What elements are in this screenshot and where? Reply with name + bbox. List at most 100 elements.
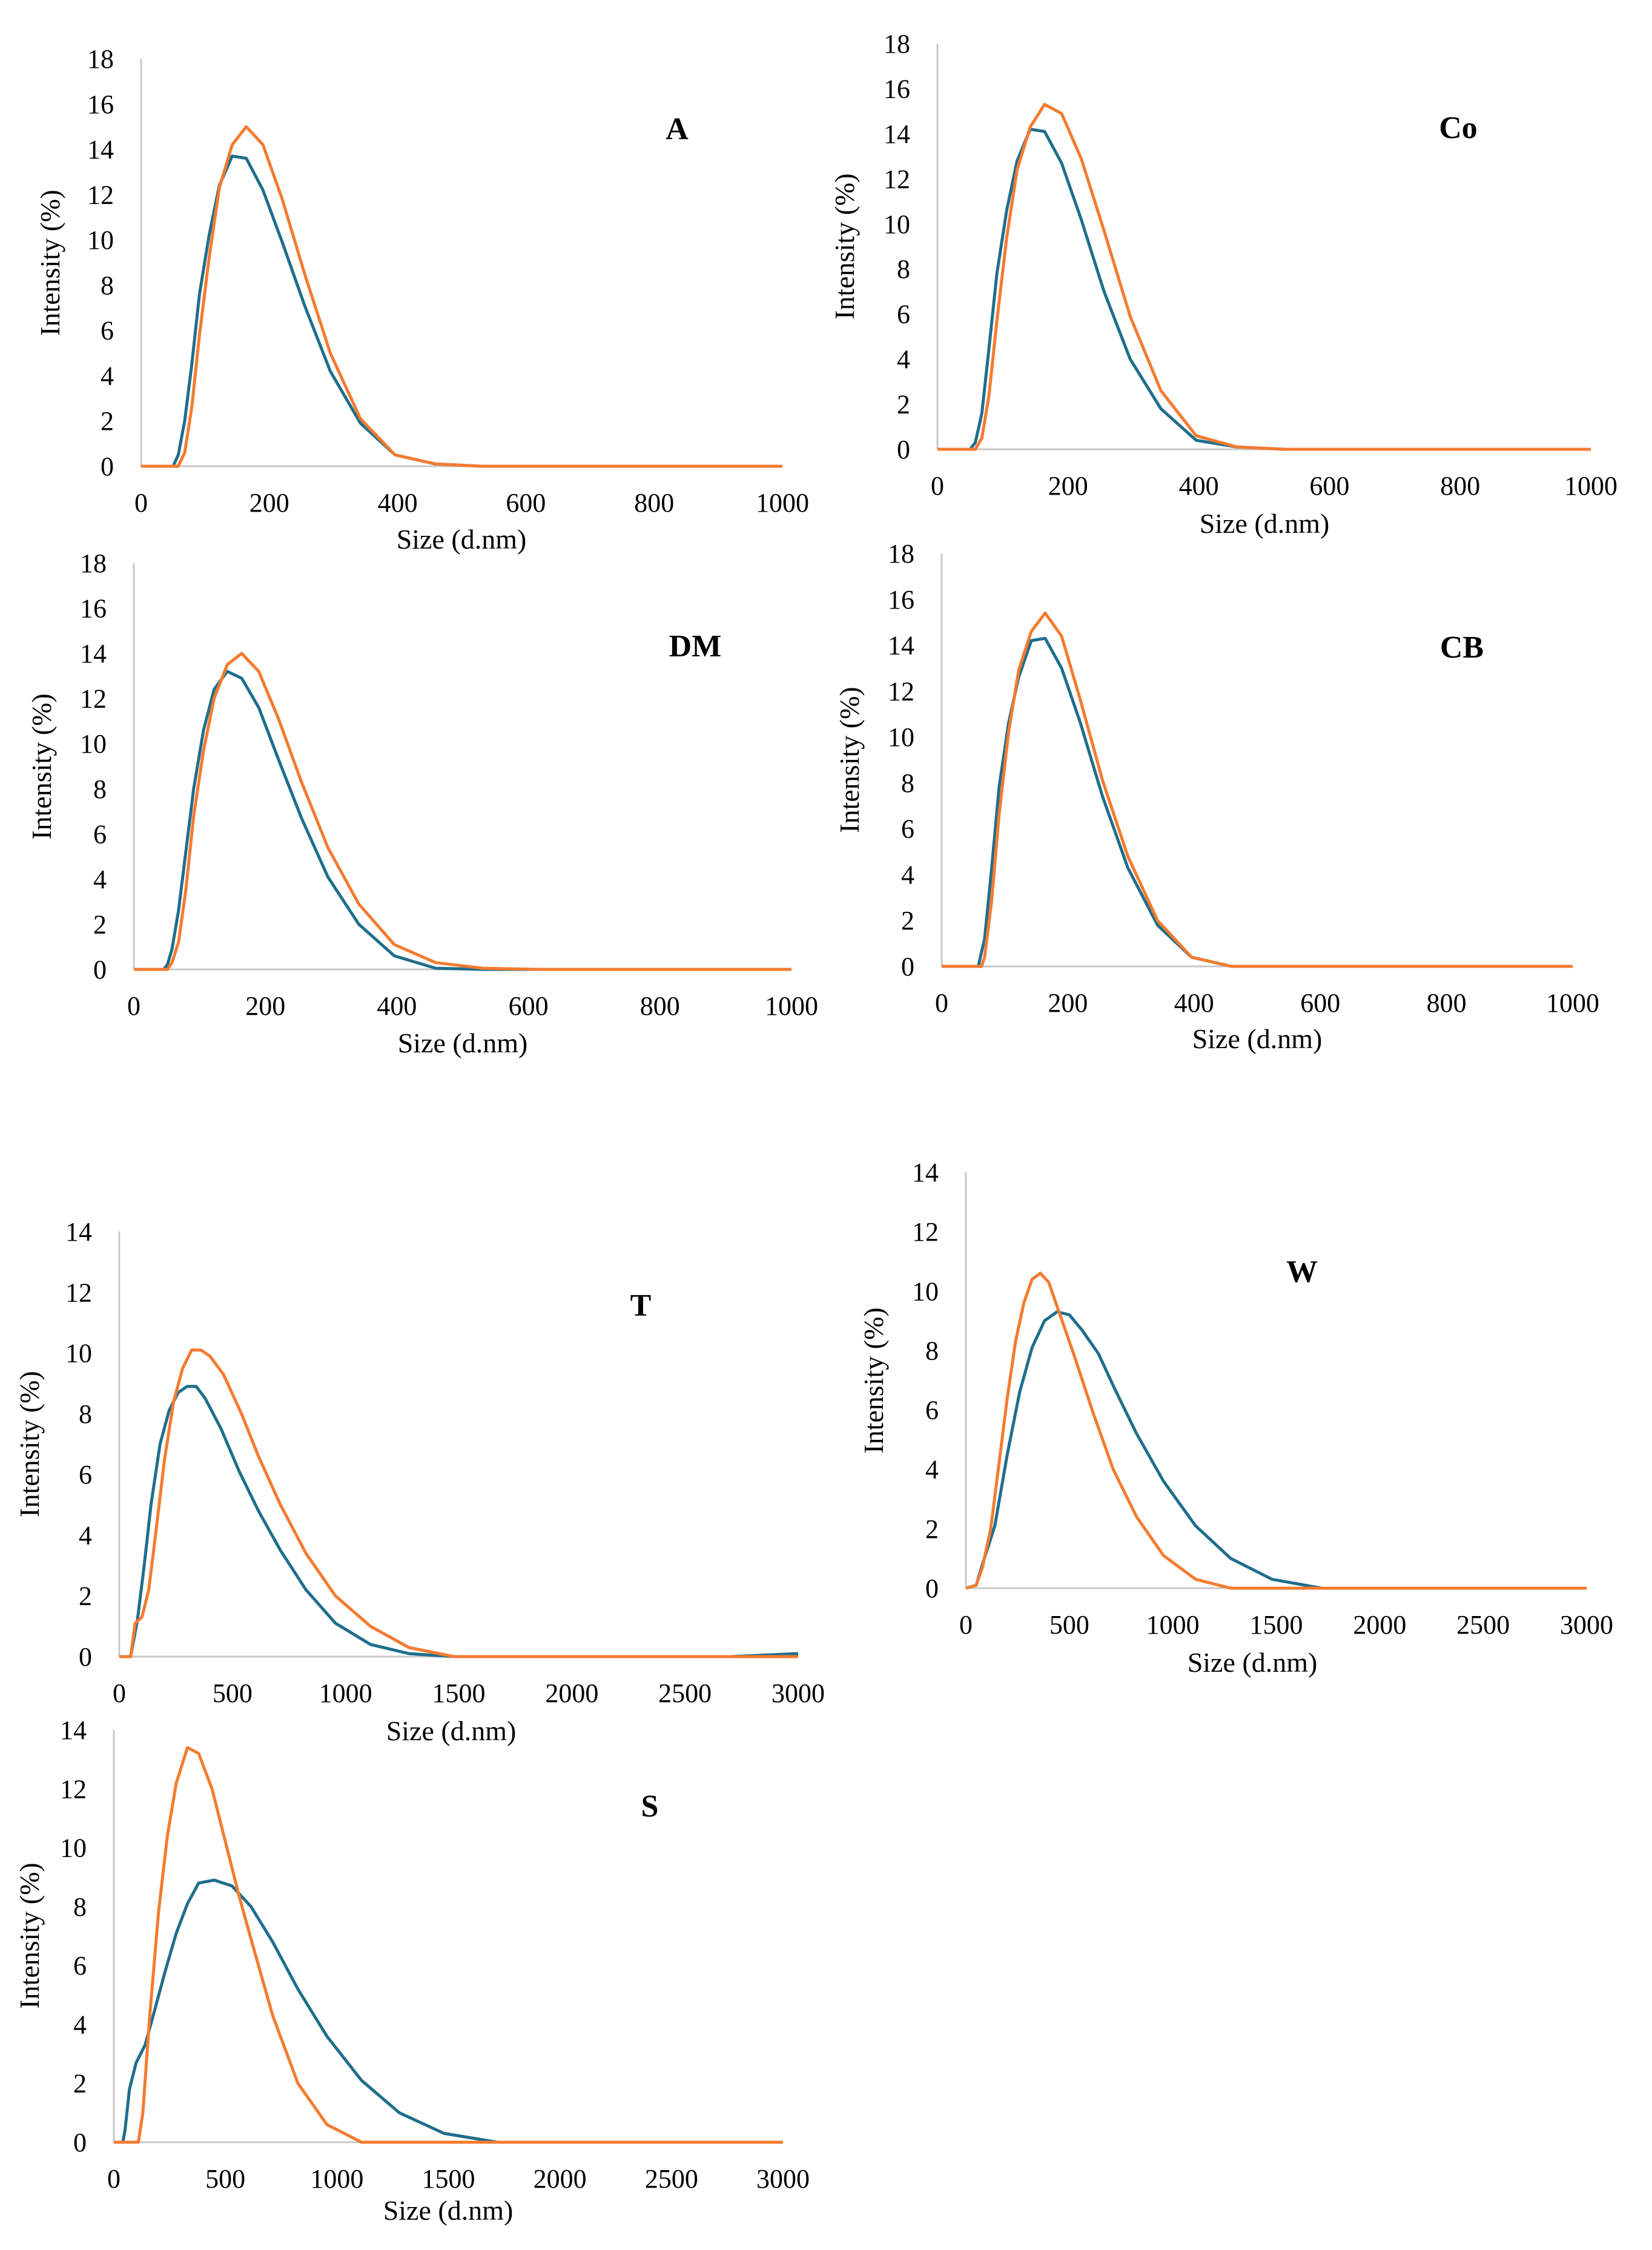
y-tick-label: 6 [901,814,914,844]
x-tick-label: 1500 [432,1678,486,1708]
y-tick-label: 10 [888,722,914,752]
x-tick-label: 0 [935,988,948,1018]
y-tick-label: 14 [80,639,107,668]
y-tick-label: 10 [884,209,910,239]
y-tick-label: 2 [79,1582,92,1611]
y-tick-label: 10 [60,1833,87,1863]
y-tick-label: 16 [87,90,114,119]
y-tick-label: 10 [65,1339,92,1368]
y-axis-label: Intensity (%) [834,687,865,833]
x-tick-label: 400 [377,991,417,1021]
series-line-series2 [134,652,791,971]
chart-cb: 0 2 4 6 8 10 12 14 16 18 0 200 400 600 800 1000 Size (d.… [834,539,1599,1054]
y-tick-label: 14 [888,631,914,661]
y-tick-label: 16 [80,594,107,624]
y-tick-label: 8 [901,768,914,798]
x-tick-label: 2000 [534,2164,587,2194]
y-tick-label: 2 [93,909,107,939]
x-axis-label: Size (d.nm) [1188,1647,1318,1678]
y-tick-label: 12 [87,180,114,209]
y-tick-label: 0 [925,1574,939,1603]
x-tick-label: 0 [127,991,140,1021]
x-tick-label: 0 [959,1610,973,1640]
x-axis-label: Size (d.nm) [398,1028,528,1058]
x-tick-label: 2000 [545,1678,598,1708]
y-tick-label: 8 [93,774,107,804]
y-tick-label: 4 [73,2010,87,2039]
x-tick-label: 3000 [771,1678,825,1708]
series-line-series1 [141,154,782,468]
y-tick-label: 6 [101,316,114,346]
chart-dm: 0 2 4 6 8 10 12 14 16 18 0 200 400 600 800 1000 Size (d.… [26,549,818,1058]
x-tick-label: 400 [1179,471,1219,501]
y-tick-label: 14 [60,1715,87,1745]
series-line-series1 [937,127,1591,451]
x-tick-label: 600 [509,991,549,1021]
series-line-series1 [119,1385,799,1658]
y-tick-label: 14 [884,119,910,149]
series-line-series1 [134,670,791,971]
x-tick-label: 1000 [1146,1610,1200,1640]
x-tick-label: 1000 [310,2164,363,2194]
y-tick-label: 0 [79,1642,92,1672]
panel-label-a: A [666,112,689,147]
x-tick-label: 2500 [1456,1610,1510,1640]
y-tick-label: 6 [925,1396,939,1425]
y-tick-label: 12 [884,164,910,194]
panel-label-dm: DM [669,629,722,664]
y-tick-label: 6 [79,1460,92,1490]
y-axis-label: Intensity (%) [858,1307,889,1453]
x-tick-label: 0 [113,1678,126,1708]
y-axis-label: Intensity (%) [14,1371,45,1517]
y-tick-label: 4 [901,860,914,889]
y-tick-label: 12 [60,1774,87,1804]
y-tick-label: 8 [897,254,910,284]
x-tick-label: 2500 [658,1678,712,1708]
x-tick-label: 200 [249,488,289,518]
y-axis-label: Intensity (%) [829,173,860,319]
x-axis-label: Size (d.nm) [1200,508,1330,539]
x-tick-label: 1000 [319,1678,372,1708]
y-tick-label: 10 [87,225,114,255]
y-tick-label: 6 [897,300,910,329]
y-tick-label: 4 [79,1520,92,1550]
x-tick-label: 800 [1440,471,1480,501]
y-tick-label: 4 [101,361,114,391]
x-tick-label: 1500 [1250,1610,1303,1640]
x-tick-label: 0 [107,2164,121,2194]
x-tick-label: 200 [245,991,285,1021]
y-tick-label: 4 [93,865,107,894]
y-tick-label: 12 [888,676,914,706]
y-tick-label: 2 [897,390,910,420]
chart-a: 0 2 4 6 8 10 12 14 16 18 0 200 400 600 800 1000 Size (d.… [35,44,809,555]
x-tick-label: 800 [640,991,680,1021]
y-axis-label: Intensity (%) [26,693,57,839]
y-axis-label: Intensity (%) [35,190,65,335]
x-tick-label: 200 [1048,988,1088,1018]
y-tick-label: 16 [884,74,910,104]
y-tick-label: 18 [888,539,914,569]
x-tick-label: 800 [634,488,674,518]
x-tick-label: 1000 [1546,988,1599,1018]
x-tick-label: 500 [1049,1610,1089,1640]
x-tick-label: 600 [1300,988,1340,1018]
chart-s: 0 2 4 6 8 10 12 14 0 500 1000 1500 2000 2500 3000 Size … [14,1715,810,2226]
series-line-series1 [114,1878,783,2144]
series-line-series2 [119,1348,798,1658]
panel-label-co: Co [1439,111,1478,145]
x-axis-label: Size (d.nm) [397,524,527,555]
y-tick-label: 0 [101,452,114,481]
x-tick-label: 2500 [645,2164,698,2194]
y-tick-label: 8 [79,1399,92,1429]
x-tick-label: 600 [1309,471,1349,501]
y-tick-label: 16 [888,585,914,615]
series-line-series2 [141,125,782,468]
y-tick-label: 8 [101,271,114,300]
series-line-series2 [937,103,1591,451]
panel-label-cb: CB [1440,630,1484,665]
y-tick-label: 0 [901,952,914,981]
y-tick-label: 12 [65,1278,92,1307]
y-tick-label: 0 [73,2128,87,2157]
y-tick-label: 14 [65,1217,92,1247]
y-tick-label: 4 [925,1455,939,1485]
